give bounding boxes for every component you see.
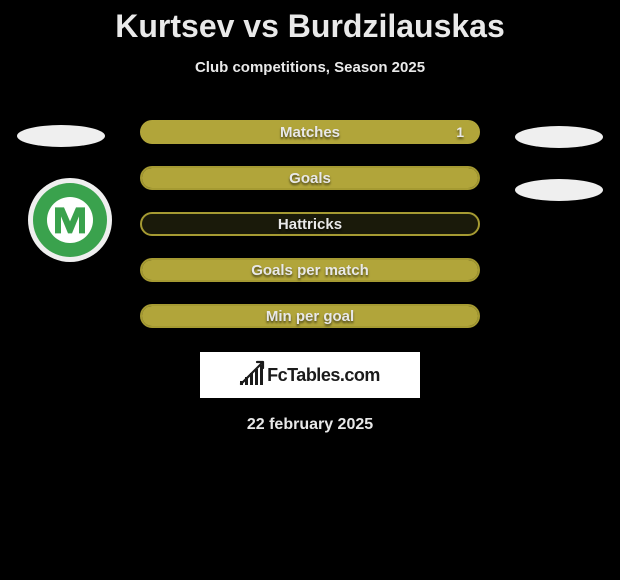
player-left-placeholder-1 (17, 125, 105, 147)
date-label: 22 february 2025 (0, 416, 620, 434)
stat-row-min-per-goal: Min per goal (140, 304, 480, 328)
stat-label: Matches (142, 124, 478, 141)
player-right-placeholder-1 (515, 126, 603, 148)
stat-row-goals: Goals (140, 166, 480, 190)
watermark[interactable]: FcTables.com (200, 352, 420, 398)
stat-label: Hattricks (142, 216, 478, 233)
stat-row-goals-per-match: Goals per match (140, 258, 480, 282)
stat-row-matches: Matches 1 (140, 120, 480, 144)
player-right-placeholder-2 (515, 179, 603, 201)
watermark-bars-icon (240, 365, 263, 385)
club-logo-m-icon (52, 203, 88, 235)
stat-label: Goals (142, 170, 478, 187)
club-logo (28, 178, 112, 262)
stat-row-hattricks: Hattricks (140, 212, 480, 236)
stat-label: Goals per match (142, 262, 478, 279)
page-title: Kurtsev vs Burdzilauskas (0, 0, 620, 45)
stat-label: Min per goal (142, 308, 478, 325)
subtitle: Club competitions, Season 2025 (0, 59, 620, 76)
watermark-text: FcTables.com (267, 365, 380, 386)
stat-value-right: 1 (456, 124, 464, 140)
